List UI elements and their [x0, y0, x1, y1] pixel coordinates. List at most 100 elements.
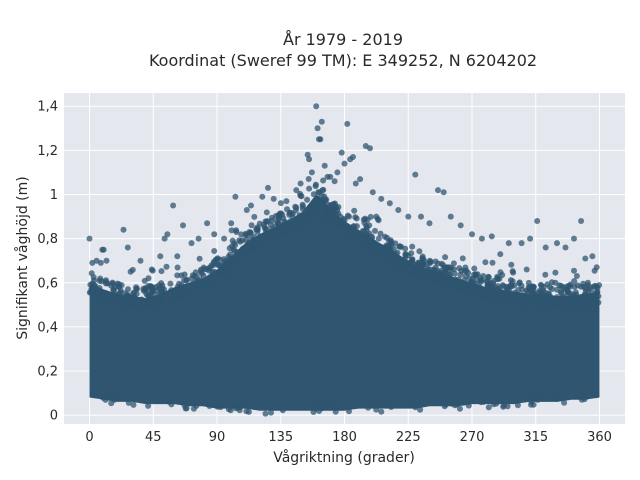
data-point — [139, 298, 146, 305]
data-point-outlier — [378, 195, 385, 202]
data-point — [416, 248, 423, 255]
data-point — [549, 286, 555, 292]
data-point — [588, 292, 595, 299]
data-point — [211, 248, 218, 254]
data-point-outlier — [478, 235, 485, 242]
data-point — [565, 297, 572, 304]
data-point — [344, 212, 351, 219]
x-tick-label: 225 — [396, 430, 421, 445]
data-point — [326, 204, 333, 211]
data-point — [306, 209, 313, 216]
data-point — [254, 225, 261, 232]
data-point — [374, 216, 381, 222]
data-point — [313, 200, 320, 207]
data-point — [471, 265, 478, 272]
data-point — [554, 395, 561, 402]
data-point — [332, 408, 339, 415]
data-point — [351, 207, 358, 214]
data-point — [242, 231, 249, 238]
data-point — [471, 271, 477, 278]
data-point — [114, 280, 121, 287]
data-point — [354, 233, 361, 240]
data-point — [99, 290, 106, 297]
data-point-outlier — [137, 257, 144, 264]
data-point — [232, 405, 239, 412]
data-point — [432, 258, 439, 265]
data-point — [465, 402, 472, 409]
y-axis-label: Signifikant våghöjd (m) — [14, 176, 31, 339]
data-point — [485, 273, 492, 280]
data-point — [196, 255, 203, 262]
x-tick-label: 180 — [332, 430, 357, 445]
data-point-outlier — [457, 222, 464, 229]
data-point-outlier — [562, 244, 569, 251]
data-point — [451, 270, 458, 277]
data-point — [193, 273, 200, 280]
data-point — [590, 297, 597, 304]
data-point-outlier — [497, 251, 504, 258]
data-point — [534, 292, 541, 299]
data-point — [485, 291, 492, 298]
data-point — [512, 291, 519, 298]
data-point — [510, 269, 517, 276]
data-point — [569, 303, 576, 310]
data-point — [549, 298, 556, 305]
data-point — [442, 254, 449, 261]
data-point — [409, 243, 416, 250]
data-point — [228, 227, 235, 234]
data-point — [273, 227, 279, 234]
data-point — [304, 196, 311, 203]
data-point-outlier — [124, 244, 131, 251]
x-tick-label: 0 — [85, 430, 93, 445]
chart-title-line-1: År 1979 - 2019 — [283, 30, 403, 49]
data-point — [155, 397, 162, 404]
data-point — [192, 269, 199, 276]
data-point — [182, 405, 189, 412]
data-point — [263, 209, 270, 216]
data-point — [375, 402, 382, 409]
data-point-outlier — [259, 193, 266, 200]
data-point — [117, 289, 124, 296]
data-point — [233, 227, 240, 234]
data-point-outlier — [527, 235, 534, 242]
data-point — [482, 259, 489, 266]
data-point — [441, 264, 448, 271]
data-point — [361, 219, 368, 226]
y-tick-label: 0,4 — [37, 320, 58, 335]
data-point — [456, 265, 463, 272]
x-axis-label: Vågriktning (grader) — [273, 449, 415, 466]
data-point — [591, 283, 597, 290]
data-point — [525, 279, 532, 286]
y-tick-label: 1,2 — [37, 144, 58, 159]
data-point — [257, 233, 264, 240]
data-point-outlier — [554, 240, 560, 247]
data-point-outlier — [447, 213, 454, 220]
data-point — [133, 290, 140, 297]
data-point-outlier — [103, 257, 110, 264]
data-point — [94, 294, 101, 301]
data-point — [572, 289, 579, 296]
data-point — [216, 270, 222, 277]
data-point — [409, 258, 416, 265]
data-point — [177, 285, 184, 291]
data-point — [462, 273, 469, 279]
data-point — [350, 223, 357, 230]
data-point — [103, 277, 109, 284]
data-point — [542, 271, 549, 278]
data-point — [529, 283, 536, 290]
data-point — [397, 263, 404, 270]
data-point — [108, 400, 115, 407]
data-point — [516, 280, 523, 287]
data-point — [318, 192, 325, 199]
data-point-outlier — [412, 171, 419, 178]
data-point — [553, 294, 560, 301]
data-point — [181, 277, 188, 284]
data-point-outlier — [542, 244, 549, 251]
data-point — [402, 251, 409, 258]
data-point — [225, 265, 232, 271]
data-point — [448, 264, 455, 271]
data-point — [174, 272, 181, 279]
data-point — [353, 215, 360, 222]
data-point — [567, 290, 574, 297]
